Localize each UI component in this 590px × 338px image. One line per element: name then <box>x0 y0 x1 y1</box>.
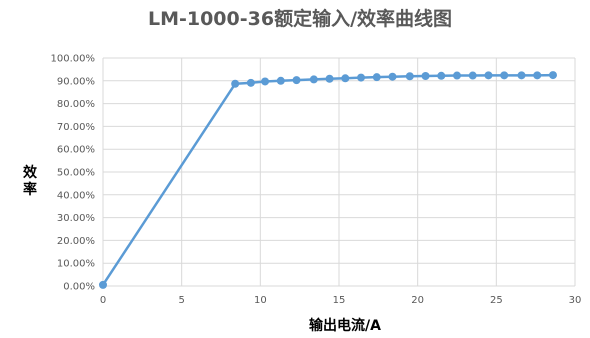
y-tick-label: 50.00% <box>57 168 95 179</box>
x-tick-label: 25 <box>490 295 503 306</box>
data-point <box>246 78 255 87</box>
data-point <box>517 71 526 80</box>
x-gridlines <box>102 58 576 286</box>
data-point <box>372 73 381 82</box>
efficiency-series <box>99 71 557 289</box>
data-point <box>292 76 301 85</box>
y-tick-label: 100.00% <box>51 54 96 65</box>
data-point <box>533 71 542 80</box>
y-tick-labels: 0.00% 10.00% 20.00% 30.00% 40.00% 50.00% 60.00… <box>51 54 96 293</box>
data-point <box>405 72 414 81</box>
data-point <box>500 71 509 80</box>
x-tick-label: 10 <box>254 295 267 306</box>
x-tick-labels: 0 5 10 15 20 25 30 <box>100 295 582 306</box>
series-line <box>101 73 553 286</box>
y-tick-label: 60.00% <box>57 145 95 156</box>
data-point <box>325 74 334 83</box>
x-tick-label: 5 <box>178 295 184 306</box>
chart-title: LM-1000-36额定输入/效率曲线图 <box>148 7 452 30</box>
y-tick-label: 10.00% <box>57 259 95 270</box>
data-point <box>453 71 461 80</box>
x-tick-label: 20 <box>411 295 424 306</box>
data-point <box>421 72 430 81</box>
data-point <box>231 79 240 88</box>
y-tick-label: 80.00% <box>57 99 95 110</box>
data-point <box>437 71 446 80</box>
y-axis-title: 效率 <box>23 164 38 198</box>
y-tick-label: 30.00% <box>57 213 95 224</box>
data-point <box>484 71 493 80</box>
x-tick-label: 30 <box>569 295 582 306</box>
data-point <box>309 75 318 84</box>
x-tick-label: 0 <box>100 295 106 306</box>
y-tick-label: 0.00% <box>63 282 95 293</box>
data-point <box>468 71 477 80</box>
data-point <box>548 71 557 80</box>
y-tick-label: 90.00% <box>57 76 95 87</box>
y-tick-label: 40.00% <box>57 190 95 201</box>
data-point <box>276 76 285 85</box>
y-tick-label: 20.00% <box>57 236 95 247</box>
x-tick-label: 15 <box>333 295 346 306</box>
x-axis-title: 输出电流/A <box>309 317 381 334</box>
data-point <box>99 280 107 289</box>
y-tick-label: 70.00% <box>57 122 95 133</box>
data-point <box>357 73 366 82</box>
data-point <box>261 77 270 86</box>
data-point <box>388 72 397 81</box>
data-point <box>341 74 350 83</box>
